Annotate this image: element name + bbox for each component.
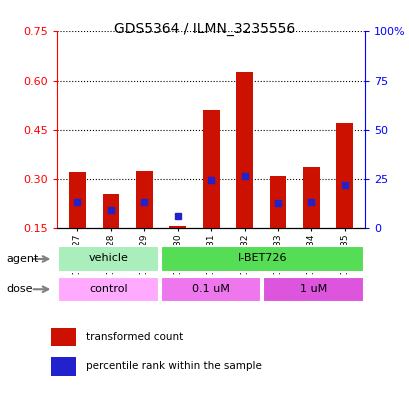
Text: percentile rank within the sample: percentile rank within the sample bbox=[86, 362, 261, 371]
Text: transformed count: transformed count bbox=[86, 332, 183, 342]
Text: 0.1 uM: 0.1 uM bbox=[192, 284, 229, 294]
Bar bbox=[169, 226, 186, 228]
Text: control: control bbox=[89, 284, 128, 294]
Bar bbox=[236, 72, 252, 228]
Text: 1 uM: 1 uM bbox=[299, 284, 326, 294]
Text: I-BET726: I-BET726 bbox=[237, 253, 286, 263]
Text: agent: agent bbox=[6, 253, 38, 264]
Bar bbox=[52, 357, 76, 376]
Bar bbox=[58, 246, 159, 272]
Text: GDS5364 / ILMN_3235556: GDS5364 / ILMN_3235556 bbox=[114, 22, 295, 36]
Bar bbox=[136, 171, 152, 228]
Bar bbox=[302, 167, 319, 228]
Text: dose: dose bbox=[6, 284, 33, 294]
Bar bbox=[52, 328, 76, 346]
Bar bbox=[160, 246, 363, 272]
Bar bbox=[102, 193, 119, 228]
Bar bbox=[263, 277, 363, 302]
Text: vehicle: vehicle bbox=[88, 253, 128, 263]
Bar bbox=[336, 123, 352, 228]
Bar bbox=[269, 176, 285, 228]
Bar bbox=[202, 110, 219, 228]
Bar bbox=[58, 277, 159, 302]
Bar bbox=[69, 172, 85, 228]
Bar bbox=[160, 277, 261, 302]
